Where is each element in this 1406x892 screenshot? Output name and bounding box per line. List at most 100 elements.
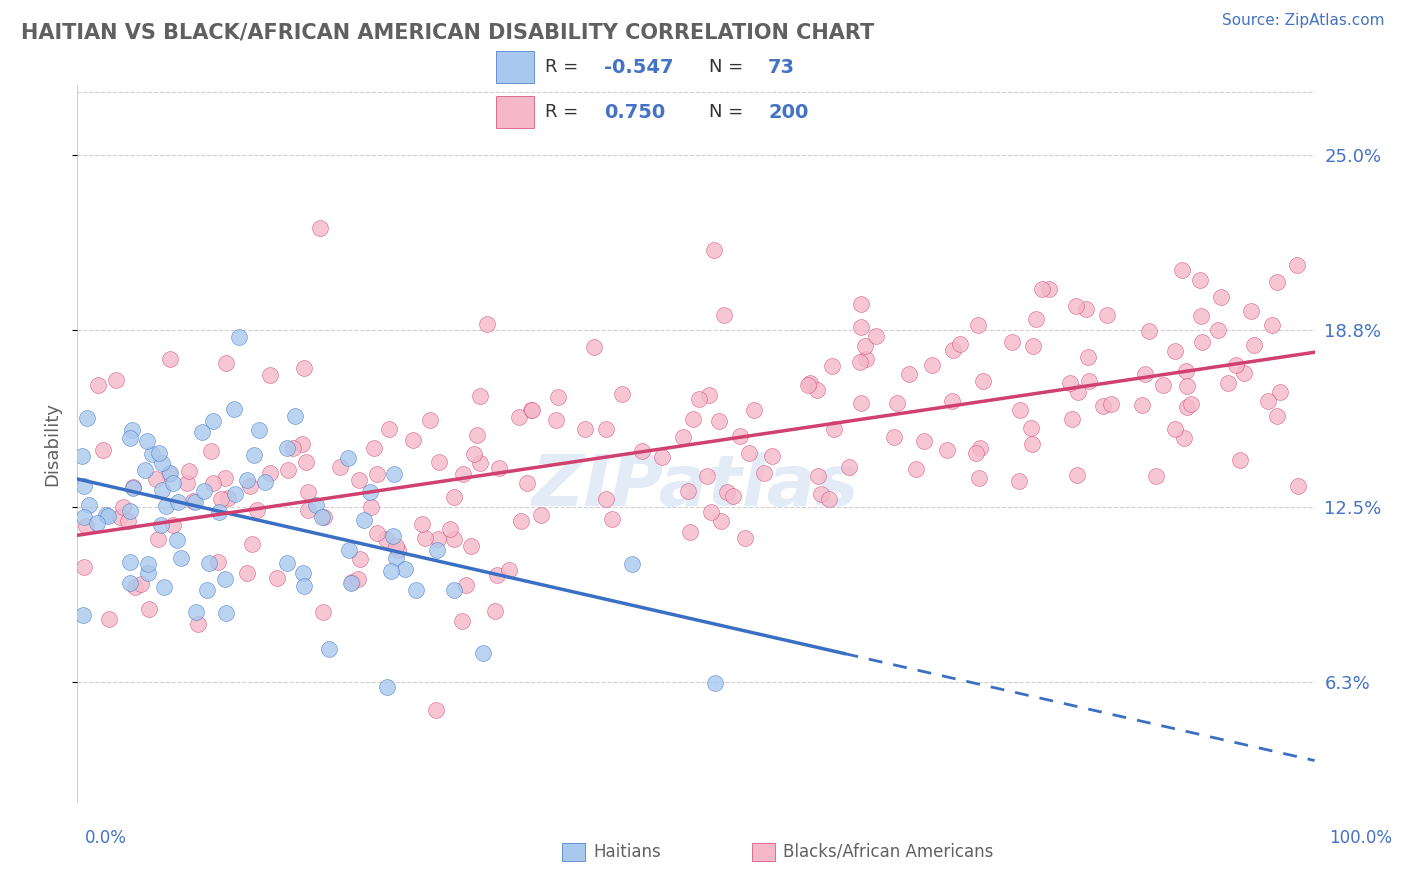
Point: [484, 604, 506, 618]
Point: [70, 449, 93, 463]
Point: [509, 514, 531, 528]
Point: [120, 504, 142, 518]
Point: [1189, 310, 1212, 324]
Point: [1135, 367, 1157, 381]
Point: [468, 456, 491, 470]
Point: [329, 460, 352, 475]
Point: [359, 485, 381, 500]
Point: [851, 320, 873, 334]
Point: [394, 562, 416, 576]
Point: [380, 564, 402, 578]
Point: [1078, 374, 1101, 388]
Text: -0.547: -0.547: [605, 58, 673, 77]
Point: [202, 475, 225, 490]
Point: [153, 580, 176, 594]
Point: [465, 427, 488, 442]
Point: [118, 576, 141, 591]
Point: [426, 533, 449, 547]
Point: [207, 555, 229, 569]
Point: [159, 466, 181, 480]
Point: [463, 447, 485, 461]
Point: [734, 531, 756, 545]
Point: [1233, 367, 1256, 381]
Point: [820, 359, 842, 374]
Point: [246, 503, 269, 517]
Point: [610, 387, 633, 401]
Point: [259, 467, 281, 481]
Point: [471, 646, 494, 660]
Point: [1099, 397, 1122, 411]
Point: [696, 469, 718, 483]
Point: [340, 574, 363, 589]
Point: [1077, 350, 1099, 364]
Point: [678, 483, 700, 498]
Point: [297, 503, 319, 517]
Point: [519, 403, 541, 417]
Point: [166, 533, 188, 548]
Point: [337, 451, 360, 466]
Point: [122, 480, 145, 494]
Point: [72, 607, 94, 622]
Point: [360, 500, 382, 515]
Point: [810, 487, 832, 501]
Point: [848, 355, 870, 369]
Point: [498, 564, 520, 578]
Point: [97, 509, 120, 524]
Point: [214, 471, 236, 485]
Point: [292, 361, 315, 376]
Point: [349, 551, 371, 566]
Point: [679, 525, 702, 540]
Point: [508, 409, 530, 424]
Point: [375, 680, 398, 694]
Point: [135, 434, 157, 449]
Point: [291, 566, 314, 580]
Point: [700, 505, 723, 519]
Point: [522, 402, 544, 417]
Point: [239, 479, 262, 493]
Text: 200: 200: [768, 103, 808, 122]
Point: [942, 343, 965, 358]
Point: [187, 617, 209, 632]
Text: 0.0%: 0.0%: [84, 829, 127, 847]
Text: 100.0%: 100.0%: [1330, 829, 1392, 847]
Point: [426, 543, 449, 558]
Point: [281, 441, 304, 455]
Point: [1257, 393, 1279, 408]
Point: [1025, 312, 1047, 326]
Point: [193, 483, 215, 498]
Point: [710, 514, 733, 528]
Point: [387, 543, 409, 558]
Point: [716, 485, 738, 500]
Point: [1022, 338, 1045, 352]
Point: [1019, 420, 1042, 434]
Point: [697, 388, 720, 402]
Point: [949, 336, 972, 351]
Point: [236, 473, 259, 487]
Point: [259, 368, 281, 383]
Point: [797, 378, 820, 392]
Point: [969, 471, 991, 485]
Point: [451, 467, 474, 482]
Point: [754, 467, 776, 481]
Point: [214, 356, 236, 370]
Text: N =: N =: [709, 103, 748, 121]
Point: [419, 413, 441, 427]
Point: [305, 498, 328, 512]
Point: [228, 330, 250, 344]
Point: [108, 509, 131, 524]
Point: [849, 396, 872, 410]
Point: [382, 529, 405, 543]
Point: [87, 378, 110, 392]
Point: [806, 383, 828, 397]
Point: [682, 412, 704, 426]
Point: [91, 442, 114, 457]
Point: [1130, 398, 1153, 412]
Point: [337, 543, 360, 558]
Point: [595, 492, 617, 507]
Point: [1164, 422, 1187, 436]
Point: [276, 556, 298, 570]
Point: [849, 297, 872, 311]
Point: [688, 392, 710, 406]
Text: Source: ZipAtlas.com: Source: ZipAtlas.com: [1222, 13, 1385, 29]
Point: [1007, 474, 1029, 488]
